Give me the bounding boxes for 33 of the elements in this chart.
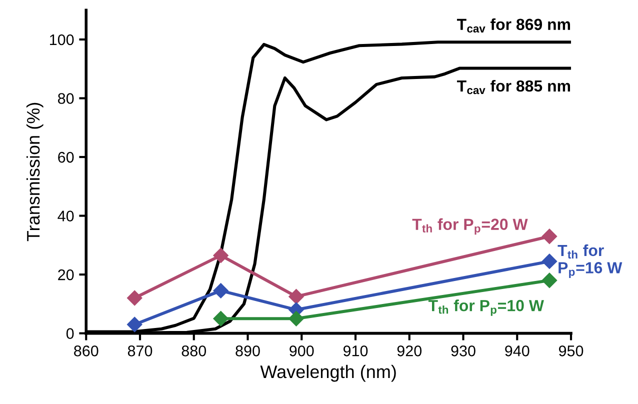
- x-tick-label: 890: [236, 346, 260, 356]
- point: [542, 254, 558, 269]
- series-label: T$_{cav}$ for 885 nm: [456, 80, 570, 94]
- point: [213, 248, 228, 264]
- x-tick-label: 950: [558, 346, 584, 356]
- y-tick-label: 20: [58, 269, 74, 280]
- point: [288, 289, 304, 304]
- y-tick-label: 80: [58, 93, 74, 104]
- x-tick-label: 920: [397, 346, 422, 356]
- point: [542, 272, 558, 288]
- x-tick-label: 900: [290, 346, 314, 356]
- x-tick-label: 940: [505, 346, 530, 356]
- series-label: T$_{th}$ for P$_{p}$=20 W: [412, 218, 528, 235]
- y-tick-label: 60: [58, 152, 74, 163]
- y-axis-title: Transmission (%): [26, 102, 44, 242]
- x-tick-label: 880: [182, 346, 206, 356]
- point: [127, 290, 142, 306]
- x-tick-label: 870: [128, 346, 152, 356]
- point: [542, 228, 558, 244]
- y-tick-label: 40: [58, 210, 74, 222]
- y-tick-label: 100: [50, 34, 74, 46]
- series-label: T$_{cav}$ for 869 nm: [456, 18, 570, 33]
- point: [288, 311, 304, 326]
- series-label: T$_{th}$ for P$_{p}$=10 W: [428, 300, 544, 316]
- x-tick-label: 860: [74, 346, 98, 356]
- x-axis-title: Wavelength (nm): [260, 364, 396, 382]
- x-tick-label: 910: [343, 346, 368, 356]
- x-tick-label: 930: [451, 346, 476, 356]
- point: [213, 311, 228, 326]
- series-label: T$_{th}$ for P$_{p}$=16 W: [558, 244, 622, 278]
- point: [127, 316, 142, 332]
- point: [213, 283, 228, 298]
- y-tick-label: 0: [66, 328, 74, 339]
